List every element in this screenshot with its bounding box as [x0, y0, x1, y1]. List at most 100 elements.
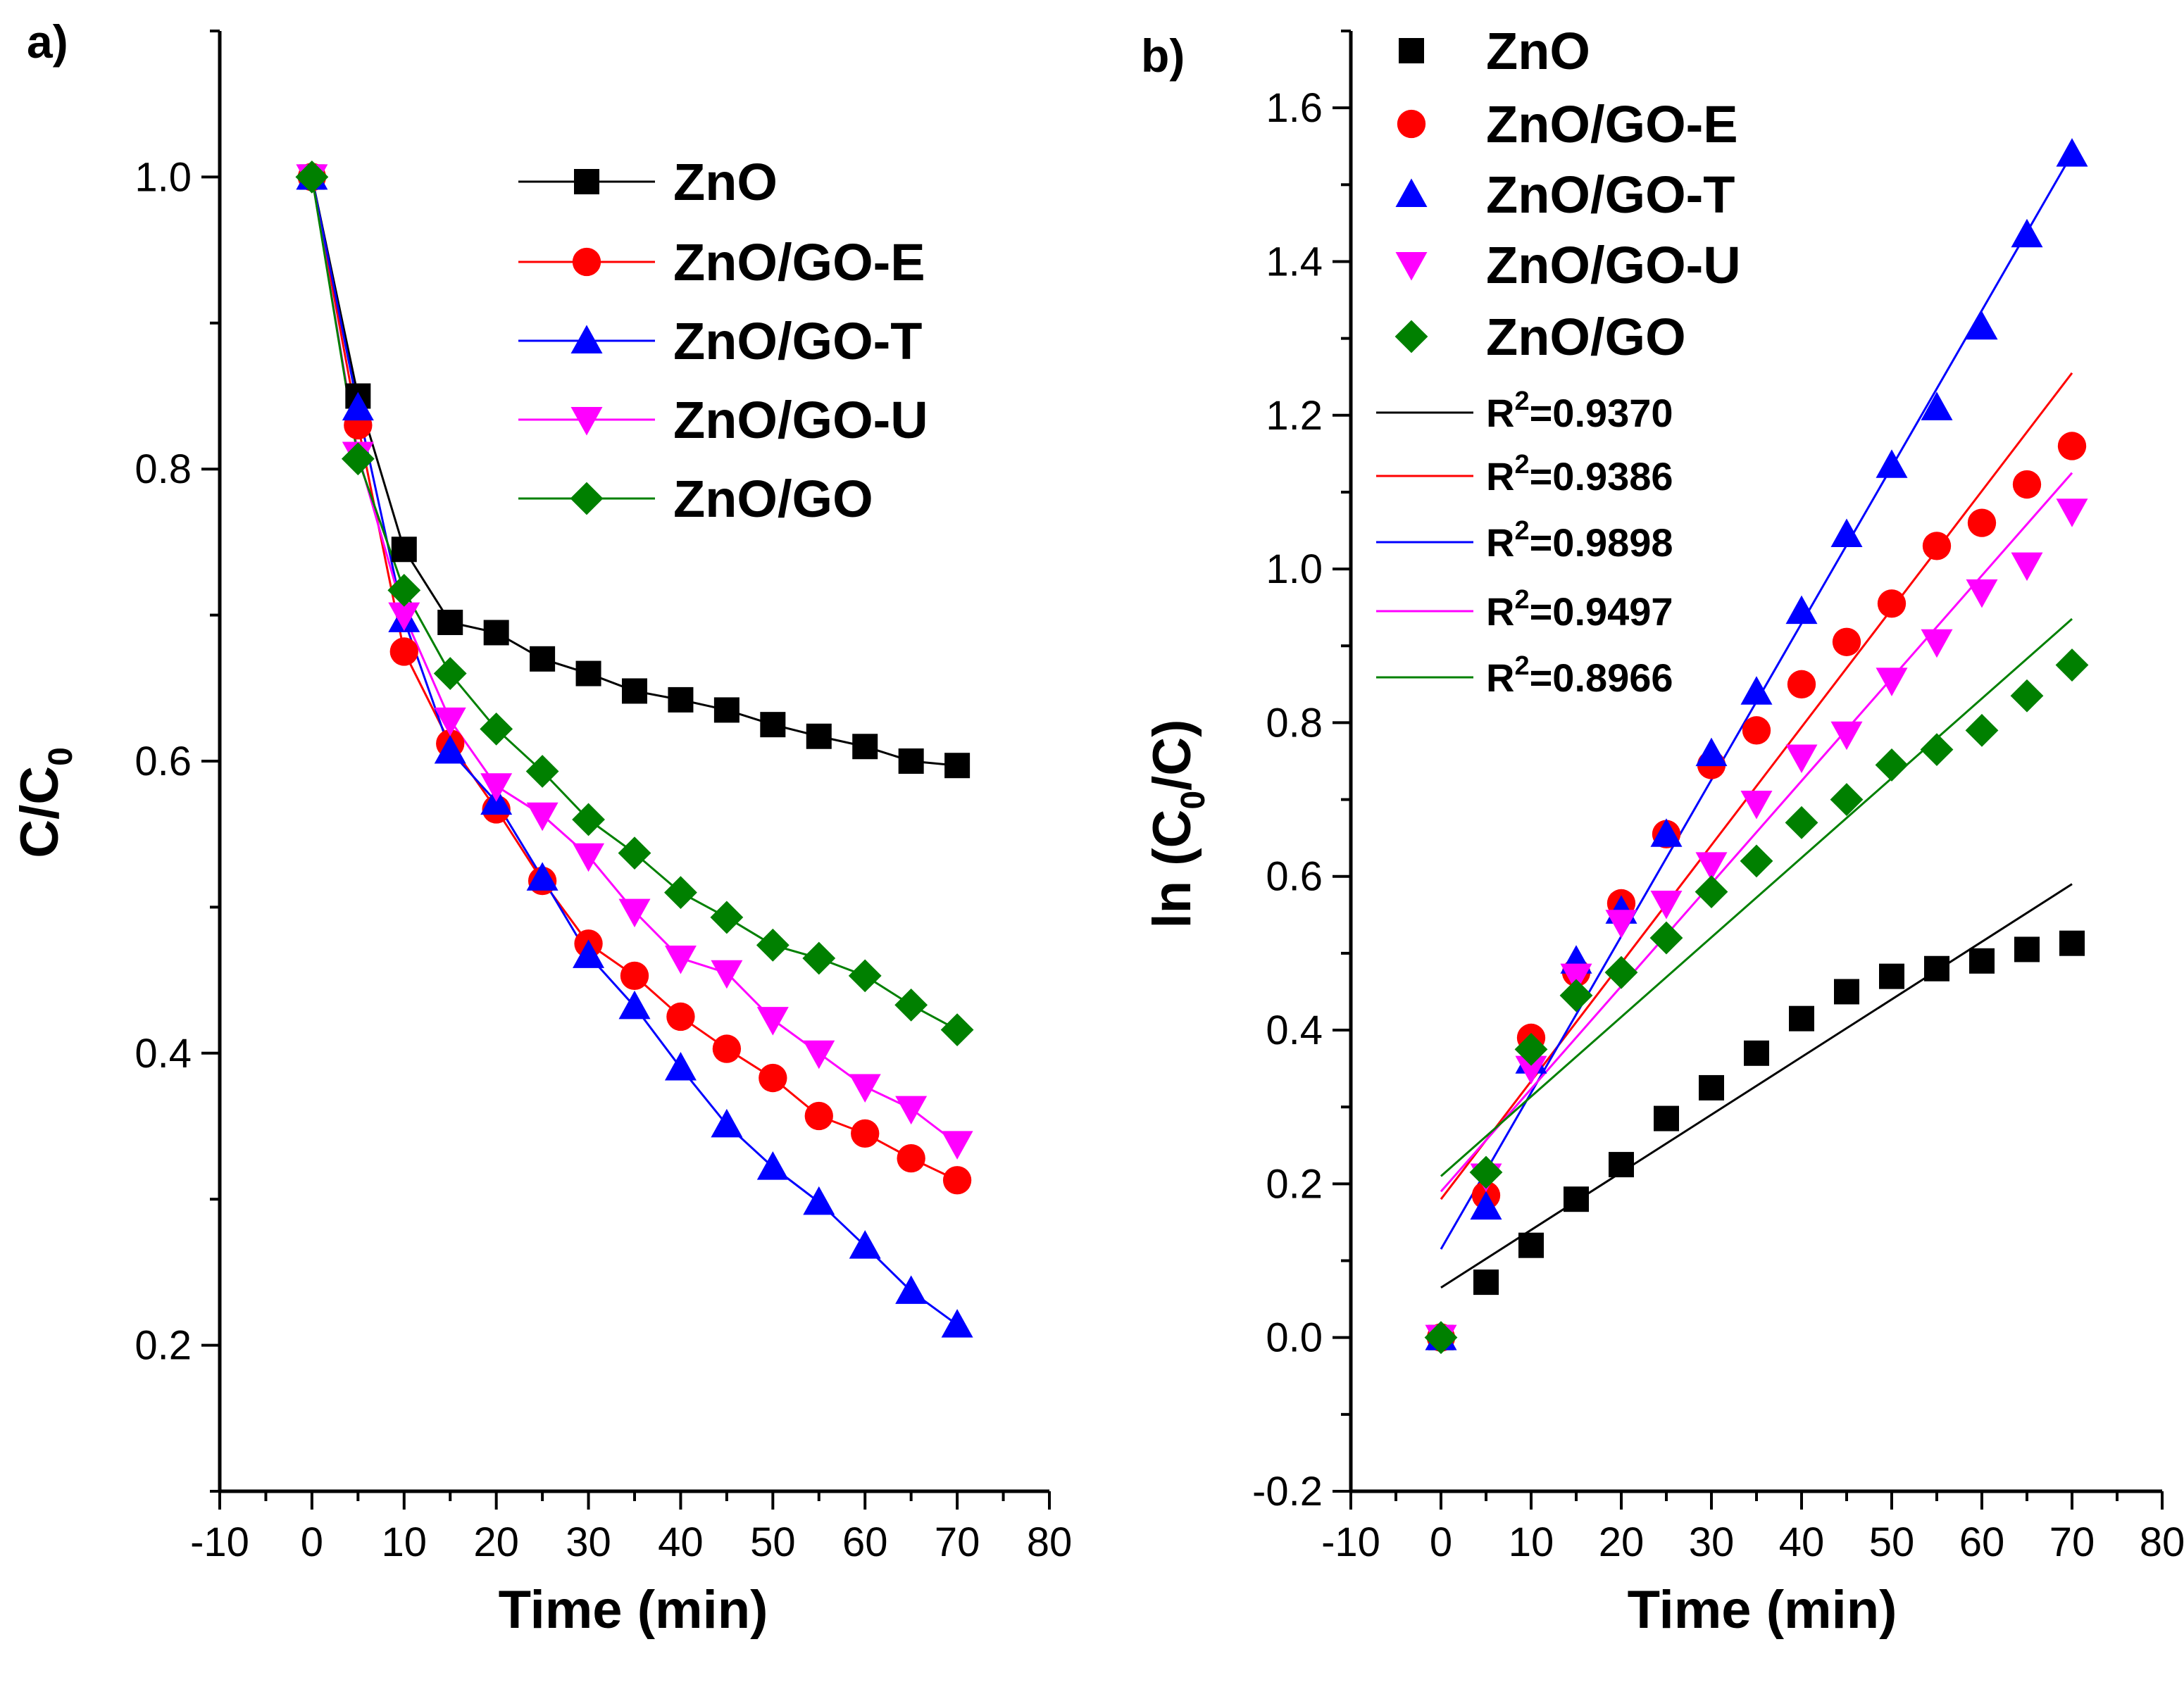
pa-y-tick-label: 0.8: [135, 446, 192, 492]
panel-a-legend-label-1: ZnO/GO-E: [673, 233, 925, 291]
panel-b-legend-label-2: ZnO/GO-T: [1486, 165, 1735, 224]
panel-b-y-axis-title-main: ln (C: [1142, 810, 1202, 929]
panel-a-legend-marker-1: [572, 247, 601, 277]
panel-a-legend: ZnO ZnO/GO-E ZnO/GO-T ZnO/GO-U ZnO/GO: [518, 153, 928, 528]
panel-b-point-1: [2012, 470, 2042, 499]
panel-a-series-markers: [295, 161, 974, 1338]
panel-a-point-4: [664, 876, 697, 910]
panel-a-point-0: [760, 712, 786, 738]
panel-b-point-1: [1922, 532, 1952, 560]
panel-a-point-2: [573, 939, 605, 968]
panel-b-legend-label-1: ZnO/GO-E: [1486, 95, 1738, 153]
pb-y-tick-label: 1.0: [1266, 546, 1323, 592]
panel-a-point-0: [530, 646, 556, 672]
panel-b-legend-fit-value: =0.8966: [1530, 656, 1673, 700]
panel-a-point-1: [389, 637, 418, 666]
panel-a-legend-marker-3: [570, 407, 603, 436]
panel-a-point-2: [803, 1186, 835, 1215]
panel-b-axes: [1349, 31, 2162, 1493]
panel-b-chart: b) -10 0 10 20 30 40 50 60 70 80-0.20.00.20.40.60…: [1141, 22, 2184, 1640]
panel-a-point-0: [575, 660, 601, 686]
panel-b-point-3: [1740, 791, 1773, 820]
panel-b-point-4: [1469, 1155, 1503, 1189]
panel-b-point-3: [1921, 629, 1953, 658]
panel-a-legend-label-2: ZnO/GO-T: [673, 312, 923, 370]
panel-b-point-1: [2057, 432, 2087, 460]
panel-b-legend-fit-value: =0.9497: [1530, 589, 1673, 634]
panel-a-point-3: [895, 1096, 928, 1125]
panel-a-point-4: [433, 657, 467, 690]
panel-b-legend-fit-r: R: [1486, 589, 1514, 634]
pb-y-tick-label: 0.2: [1266, 1161, 1323, 1207]
panel-a-point-0: [668, 686, 694, 713]
panel-a-y-axis-title: C/C0: [10, 747, 80, 858]
panel-b-point-4: [1604, 955, 1638, 989]
panel-a-point-2: [895, 1275, 928, 1304]
panel-a-point-2: [941, 1309, 973, 1338]
panel-a-x-axis-title: Time (min): [499, 1580, 768, 1640]
pb-x-tick-label: 50: [1869, 1519, 1915, 1565]
pb-x-tick-label: 40: [1779, 1519, 1825, 1565]
panel-b-point-1: [1832, 627, 1861, 656]
panel-b-legend-fit-r-sup: 2: [1514, 450, 1529, 479]
panel-a-point-3: [573, 843, 605, 872]
panel-b-legend-fit-r: R: [1486, 656, 1514, 700]
panel-b-legend: ZnOZnO/GO-EZnO/GO-TZnO/GO-UZnO/GOR2=0.93…: [1376, 22, 1741, 700]
panel-b-y-axis-title: ln (C0/C): [1142, 720, 1212, 929]
panel-a-point-4: [525, 755, 559, 788]
pa-x-tick-label: 30: [566, 1519, 611, 1565]
panel-a-point-2: [849, 1230, 881, 1259]
pb-x-tick-label: 10: [1509, 1519, 1554, 1565]
panel-b-point-4: [1559, 979, 1593, 1012]
panel-a-point-1: [942, 1166, 972, 1195]
panel-a-point-4: [572, 803, 605, 836]
panel-a-point-4: [848, 959, 882, 993]
panel-b-legend-marker-0: [1399, 38, 1424, 63]
panel-b-point-3: [1515, 1055, 1547, 1085]
panel-a-point-4: [940, 1013, 974, 1047]
panel-b-fit-line-0: [1440, 883, 2073, 1288]
panel-a-point-0: [483, 620, 509, 646]
panel-b-legend-marker-2: [1395, 178, 1428, 207]
panel-a-legend-marker-0: [574, 169, 599, 194]
panel-b-legend-fit-r-sup: 2: [1514, 516, 1529, 546]
panel-a-point-4: [295, 161, 329, 194]
panel-a-point-3: [434, 707, 466, 736]
panel-b-point-4: [1785, 805, 1818, 839]
panel-b-point-0: [1564, 1186, 1589, 1212]
pb-y-tick-label: 0.6: [1266, 854, 1323, 900]
panel-b-point-4: [1740, 844, 1773, 878]
panel-a-point-3: [618, 898, 651, 928]
panel-a-point-1: [620, 961, 649, 991]
pb-y-tick-label: 0.4: [1266, 1008, 1323, 1053]
panel-a-point-1: [851, 1119, 880, 1148]
panel-b-x-axis-title: Time (min): [1628, 1580, 1897, 1640]
pa-x-tick-label: 50: [750, 1519, 796, 1565]
panel-b-point-2: [1695, 737, 1728, 767]
panel-b-point-3: [1650, 890, 1683, 920]
panel-a-point-3: [941, 1131, 973, 1160]
panel-a-y-axis-title-main: C/C: [10, 766, 70, 858]
panel-b-point-1: [1742, 716, 1771, 745]
panel-a-point-2: [434, 734, 466, 764]
pb-y-tick-label: 1.2: [1266, 393, 1323, 439]
panel-a-point-1: [712, 1034, 742, 1063]
pa-x-tick-label: 60: [842, 1519, 888, 1565]
panel-b-point-0: [2059, 930, 2085, 956]
panel-b-legend-fit-label-3: R2=0.9497: [1486, 585, 1673, 634]
panel-a-point-4: [480, 712, 513, 746]
panel-b-legend-fit-r-sup: 2: [1514, 651, 1529, 681]
panel-b-point-4: [1920, 733, 1954, 767]
panel-b-point-0: [1518, 1232, 1544, 1258]
panel-b-legend-label-4: ZnO/GO: [1486, 308, 1686, 366]
pb-x-tick-label: 70: [2049, 1519, 2095, 1565]
panel-a-point-3: [664, 945, 697, 974]
panel-a-legend-marker-4: [570, 482, 604, 515]
pb-x-tick-label: 80: [2140, 1519, 2184, 1565]
pb-y-tick-label: 0.0: [1266, 1315, 1323, 1361]
pa-x-tick-label: -10: [190, 1519, 249, 1565]
panel-b-point-2: [1470, 1191, 1502, 1220]
panel-a-point-1: [897, 1143, 925, 1173]
pa-x-tick-label: 0: [301, 1519, 323, 1565]
